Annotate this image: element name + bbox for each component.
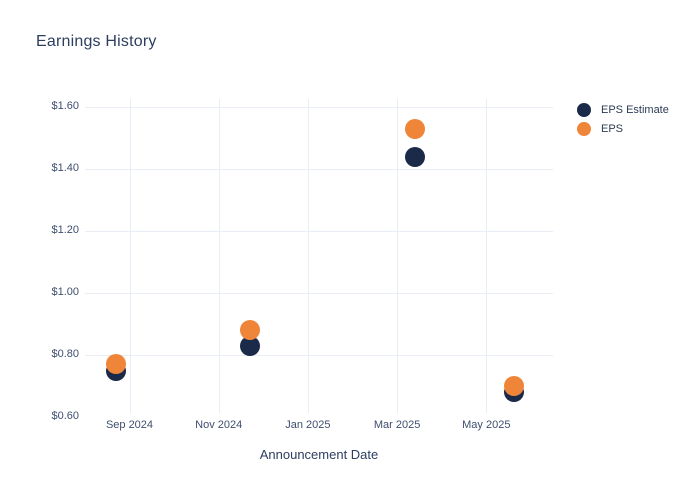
data-point-eps[interactable] [504,376,525,396]
grid-line-horizontal [85,169,553,170]
y-tick-label: $1.00 [51,286,79,298]
legend-item-eps[interactable]: EPS [577,122,669,136]
data-point-eps[interactable] [239,320,260,341]
data-point-eps[interactable] [105,354,126,375]
legend-label-eps-estimate: EPS Estimate [601,104,669,116]
y-tick-label: $1.60 [51,100,79,112]
legend-label-eps: EPS [601,123,624,135]
grid-line-horizontal [85,231,553,232]
y-tick-label: $0.80 [51,348,79,360]
x-tick-label: Sep 2024 [105,419,154,431]
x-axis-title: Announcement Date [259,447,379,462]
data-point-eps-estimate[interactable] [404,146,425,167]
data-point-eps-estimate[interactable] [239,335,260,356]
chart-title: Earnings History [36,33,157,50]
legend: EPS Estimate EPS [577,103,669,136]
x-tick-label: May 2025 [462,419,511,431]
x-tick-label: Jan 2025 [285,419,331,431]
grid-line-vertical [129,99,131,413]
eps-estimate-marker-icon [577,103,591,117]
grid-line-vertical [397,99,399,413]
y-tick-label: $1.20 [51,224,79,236]
x-tick-label: Nov 2024 [195,419,243,431]
data-point-eps[interactable] [404,118,425,139]
grid-line-horizontal [85,355,553,356]
grid-line-horizontal [85,107,553,108]
plot-area[interactable] [85,99,553,413]
y-tick-label: $1.40 [51,162,79,174]
x-tick-label: Mar 2025 [373,419,421,431]
y-tick-label: $0.60 [51,410,79,422]
grid-line-vertical [307,99,309,413]
eps-marker-icon [577,122,591,136]
grid-line-horizontal [85,293,553,294]
grid-line-vertical [218,99,220,413]
legend-item-eps-estimate[interactable]: EPS Estimate [577,103,669,117]
grid-line-vertical [486,99,488,413]
